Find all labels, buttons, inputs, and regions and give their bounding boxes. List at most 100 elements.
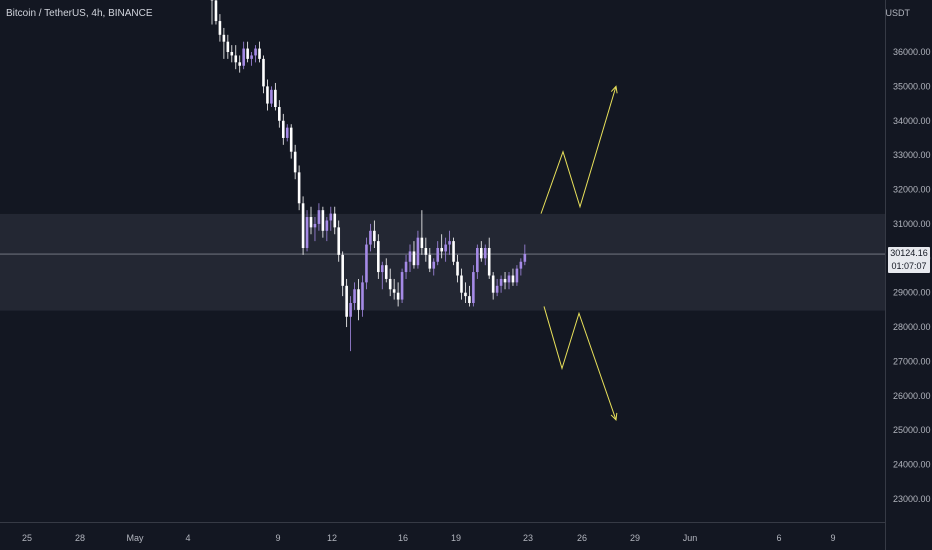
candle-body (345, 285, 348, 317)
x-tick-label: 9 (830, 533, 835, 543)
y-tick-label: 29000.00 (893, 288, 931, 298)
candle-body (353, 289, 356, 304)
projection-arrowhead (610, 85, 618, 94)
candle-body (369, 230, 372, 245)
candle-body (491, 275, 495, 293)
candle-body (214, 0, 218, 22)
x-tick-label: 12 (327, 533, 337, 543)
candle-body (301, 203, 305, 248)
candle-body (392, 289, 396, 293)
chart-symbol-title[interactable]: Bitcoin / TetherUS, 4h, BINANCE (6, 8, 153, 19)
candle-body (285, 127, 289, 138)
y-tick-label: 32000.00 (893, 185, 931, 195)
candle-body (523, 254, 527, 262)
x-tick-label: 23 (523, 533, 533, 543)
candle-body (357, 289, 360, 310)
candle-body (317, 210, 321, 224)
candle-body (476, 247, 479, 273)
y-tick-label: 26000.00 (893, 391, 931, 401)
candle-body (361, 282, 364, 310)
y-tick-label: 33000.00 (893, 150, 931, 160)
candle-body (416, 237, 420, 266)
candle-body (487, 247, 491, 276)
x-tick-label: 9 (275, 533, 280, 543)
candle-body (297, 172, 301, 204)
x-tick-label: 25 (22, 533, 32, 543)
candle-body (483, 247, 487, 259)
y-tick-label: 36000.00 (893, 47, 931, 57)
candle-body (258, 48, 261, 59)
x-tick-label: 4 (185, 533, 190, 543)
candle-body (432, 261, 436, 269)
candle-body (424, 247, 428, 255)
candle-body (262, 58, 265, 87)
candle-body (412, 251, 416, 266)
currency-label: USDT (885, 8, 911, 18)
candle-body (440, 247, 443, 252)
candle-body (444, 244, 447, 252)
candle-body (341, 254, 344, 286)
y-tick-label: 24000.00 (893, 460, 931, 470)
candle-body (519, 261, 523, 269)
candle-body (250, 55, 253, 59)
x-tick-label: 29 (630, 533, 640, 543)
candle-body (333, 213, 337, 228)
y-tick-label: 25000.00 (893, 425, 931, 435)
range-zone (0, 213, 885, 311)
candle-body (436, 247, 440, 262)
candle-body (234, 55, 238, 63)
y-tick-label: 35000.00 (893, 81, 931, 91)
candle-body (456, 261, 459, 276)
y-tick-label: 23000.00 (893, 494, 931, 504)
candle-body (270, 89, 273, 104)
projection-arrowhead (610, 412, 618, 422)
candle-body (337, 227, 341, 255)
y-tick-label: 34000.00 (893, 116, 931, 126)
candle-body (460, 275, 463, 293)
candle-body (396, 292, 400, 300)
candle-body (404, 261, 408, 273)
x-tick-label: May (126, 533, 144, 543)
x-tick-label: 26 (577, 533, 587, 543)
candle-body (408, 251, 412, 262)
candle-body (464, 292, 467, 297)
candle-body (499, 278, 503, 286)
candle-body (254, 48, 257, 56)
candle-body (329, 213, 333, 221)
candle-body (420, 237, 424, 248)
projection-path (540, 86, 617, 214)
x-tick-label: 16 (398, 533, 408, 543)
candle-body (218, 21, 222, 35)
candle-body (238, 62, 242, 66)
candle-body (400, 272, 404, 300)
candle-body (503, 278, 507, 283)
x-tick-label: 28 (75, 533, 85, 543)
candle-body (515, 268, 519, 283)
candle-body (511, 275, 515, 283)
candle-body (305, 217, 309, 248)
candle-body (365, 244, 368, 283)
candle-body (321, 210, 325, 231)
candle-body (349, 303, 352, 317)
candle-body (289, 127, 293, 152)
candle-body (479, 247, 483, 259)
candle-body (507, 275, 511, 283)
candle-body (309, 217, 313, 228)
candle-body (274, 89, 277, 108)
candle-body (313, 223, 317, 228)
candle-body (281, 120, 285, 138)
candle-body (377, 241, 380, 273)
y-tick-label: 31000.00 (893, 219, 931, 229)
candle-body (278, 107, 281, 121)
candle-body (452, 241, 455, 262)
candle-body (222, 34, 226, 42)
current-price-value: 30124.16 (890, 248, 928, 258)
candle-body (230, 52, 234, 56)
candle-body (293, 151, 297, 173)
candle-body (388, 278, 392, 290)
candle-body (472, 272, 475, 304)
candle-body (468, 296, 471, 304)
candle-body (448, 241, 451, 245)
x-tick-label: 19 (451, 533, 461, 543)
